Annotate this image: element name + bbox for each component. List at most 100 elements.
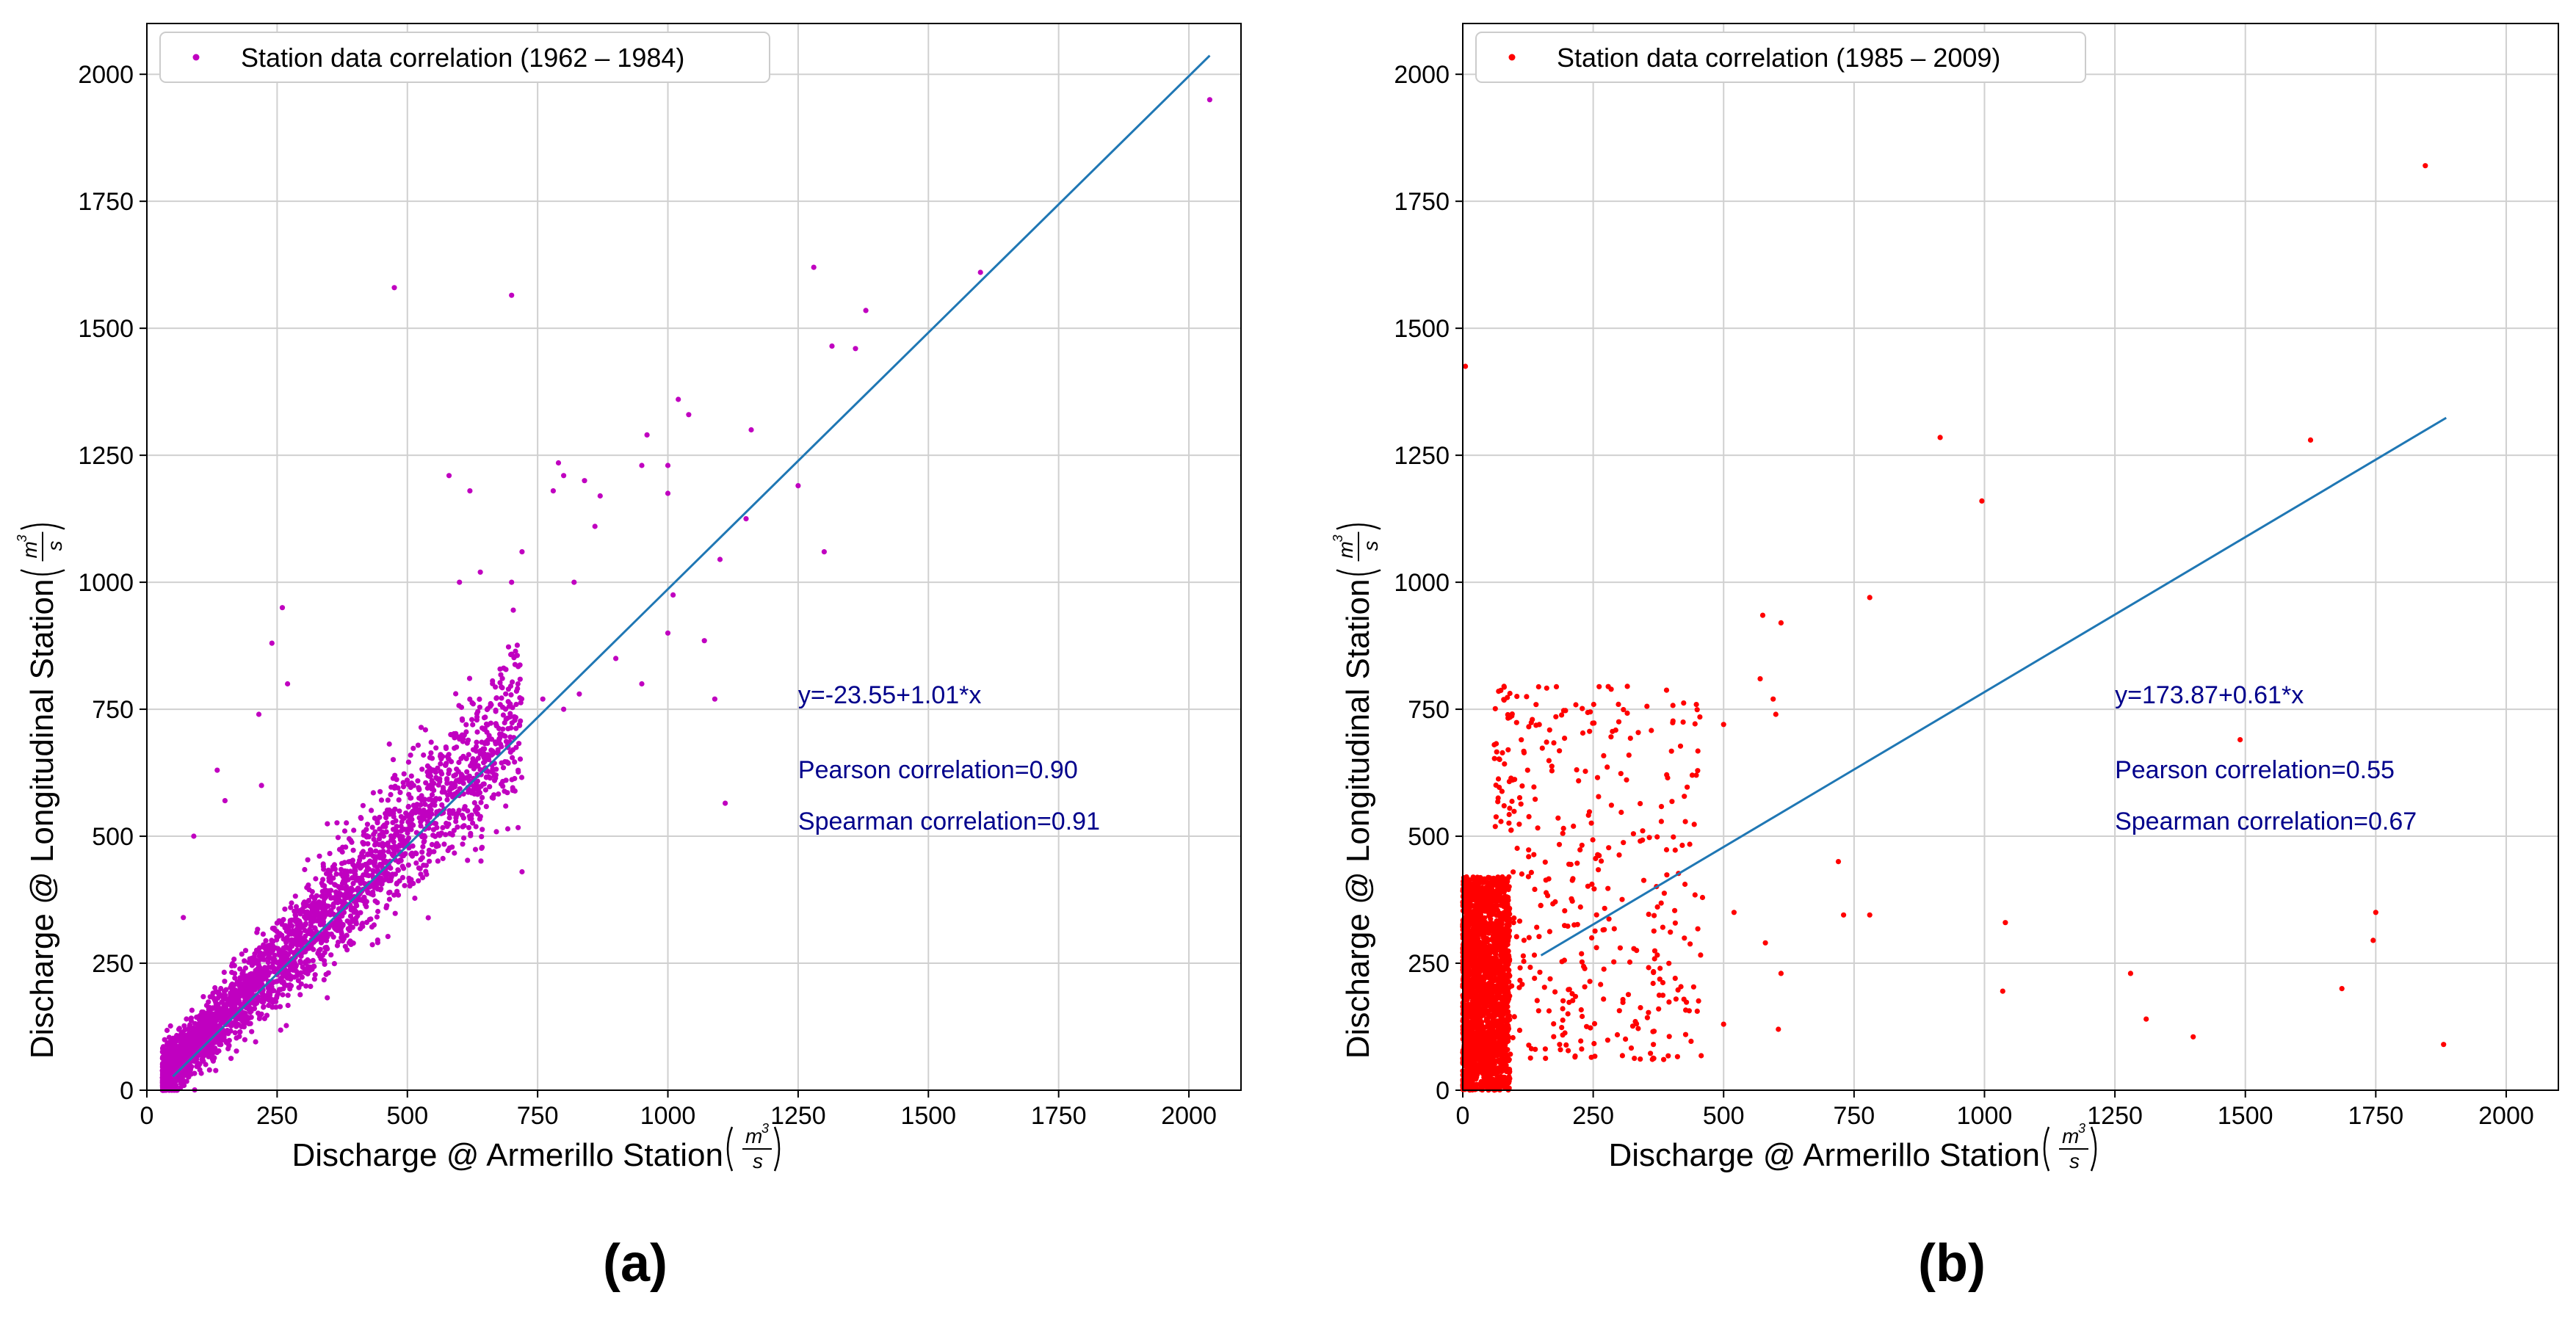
data-point [504,826,511,832]
data-point [322,888,328,893]
data-point [474,811,480,817]
data-point [219,999,225,1005]
data-point [194,1015,200,1020]
data-point [319,938,325,944]
data-point [383,815,389,821]
data-point [167,1049,173,1055]
data-point [427,773,433,780]
data-point [477,704,483,710]
data-point [503,691,509,697]
data-point [510,607,516,613]
x-tick-label: 0 [1456,1102,1470,1130]
data-point [488,747,494,753]
data-point [475,805,481,811]
data-point [269,640,275,646]
y-tick-label: 1500 [78,315,134,343]
data-point [187,1024,192,1030]
y-tick-label: 250 [1408,950,1450,978]
data-point [415,742,422,748]
data-point [452,850,457,856]
data-point [189,1007,195,1013]
data-point [449,832,455,838]
data-point [196,1033,203,1039]
data-point [392,844,399,849]
data-point [159,1062,165,1067]
data-point [460,736,466,742]
data-point [300,907,305,913]
data-point [428,769,434,775]
data-point [328,952,334,958]
data-point [248,977,254,983]
data-point [460,824,466,830]
data-point [430,827,437,833]
data-point [232,1030,238,1036]
data-point [460,841,466,847]
data-point [386,890,392,896]
data-point [416,865,422,871]
data-point [418,857,424,863]
data-point [209,1056,215,1062]
x-tick-label: 250 [1572,1102,1614,1130]
data-point [344,947,350,953]
data-point [285,1002,291,1009]
data-point [237,1029,243,1035]
data-point [388,837,394,843]
data-point [395,867,401,873]
data-point [435,782,441,788]
data-point [405,826,411,832]
data-point [332,882,338,888]
data-point [255,949,261,954]
data-point [363,827,369,833]
data-point [503,717,509,722]
data-point [277,1004,283,1009]
data-point [453,691,459,697]
x-tick-label: 0 [140,1102,154,1130]
data-point [274,920,280,926]
data-point [282,906,288,912]
data-point [370,790,376,796]
data-point [367,847,374,853]
data-point [364,867,371,873]
data-point [481,755,488,761]
data-point [298,941,304,947]
data-point [200,1018,206,1023]
data-point [377,826,383,832]
data-point [388,791,394,797]
data-point [270,943,276,949]
data-point [358,875,364,881]
data-point [513,701,519,708]
data-point [418,725,424,730]
data-point [376,836,383,842]
data-point [405,862,411,868]
data-point [349,839,355,845]
data-point [184,1016,189,1022]
data-point [496,736,502,742]
data-point [405,803,412,810]
data-point [470,820,476,826]
data-point [424,763,431,769]
data-point [466,789,471,795]
data-point [347,868,353,874]
data-point [310,957,316,963]
data-point [239,971,245,976]
data-point [378,797,385,803]
data-point [493,707,499,714]
data-point [829,343,835,349]
data-point [314,893,319,899]
data-point [515,824,521,830]
data-point [222,979,228,984]
data-point [292,893,298,899]
data-point [508,692,514,698]
data-point [391,892,397,898]
data-point [485,722,491,728]
data-point [518,700,524,706]
data-point [349,940,355,946]
data-point [462,804,468,810]
x-tick-label: 250 [256,1102,298,1130]
data-point [269,948,275,954]
data-point [453,730,459,736]
data-point [476,786,482,791]
data-point [358,880,363,886]
data-point [211,995,217,1001]
data-point [505,699,511,705]
